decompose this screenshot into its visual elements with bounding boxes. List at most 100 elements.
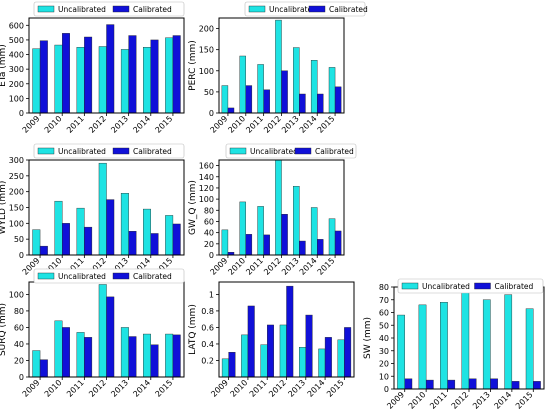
- y-tick-label: 50: [379, 321, 389, 330]
- x-tick-label: 2015: [514, 390, 535, 411]
- legend-frame: [33, 268, 185, 284]
- bar-calibrated-2014: [317, 239, 324, 256]
- y-tick-label: 250: [9, 172, 24, 181]
- bar-calibrated-2011: [84, 226, 93, 256]
- y-tick-label: 50: [14, 235, 24, 244]
- bar-uncalibrated-2014: [143, 208, 151, 256]
- bar-calibrated-2011: [84, 36, 93, 114]
- y-tick-label: 0.2: [201, 356, 214, 365]
- y-tick-label: 140: [199, 173, 214, 182]
- x-tick-label: 2010: [43, 114, 64, 135]
- bar-calibrated-2010: [62, 223, 70, 256]
- bar-uncalibrated-2009: [221, 85, 229, 114]
- y-tick-label: 70: [379, 296, 389, 305]
- legend-label: Uncalibrated: [58, 272, 106, 281]
- legend-swatch: [308, 5, 326, 13]
- legend-label: Uncalibrated: [58, 147, 106, 156]
- y-tick-label: 400: [9, 51, 24, 60]
- bar-uncalibrated-2012: [98, 284, 107, 378]
- bar-calibrated-2011: [447, 379, 456, 390]
- legend-label: Calibrated: [495, 282, 534, 291]
- bar-calibrated-2014: [511, 381, 520, 390]
- x-tick-label: 2011: [248, 378, 269, 399]
- bar-calibrated-2013: [305, 314, 313, 378]
- y-tick-label: 100: [9, 219, 24, 228]
- legend-swatch: [474, 282, 491, 290]
- legend-label: Calibrated: [133, 5, 172, 14]
- bar-calibrated-2009: [228, 352, 236, 378]
- bar-calibrated-2010: [62, 33, 70, 114]
- bar-uncalibrated-2013: [482, 299, 491, 390]
- legend-label: Calibrated: [133, 147, 172, 156]
- y-axis-label: LATQ (mm): [188, 304, 198, 355]
- legend-frame: [225, 143, 357, 159]
- chart-panel-7: 2009 2010 2011 2012 2013 2014 2015010203040506…: [363, 278, 545, 411]
- x-tick-label: 2013: [280, 114, 301, 135]
- x-tick-label: 2011: [65, 114, 86, 135]
- legend-frame: [33, 143, 185, 159]
- bar-calibrated-2014: [317, 93, 324, 114]
- legend-swatch: [37, 5, 55, 13]
- x-tick-label: 2013: [471, 390, 492, 411]
- y-tick-label: 80: [14, 307, 24, 316]
- chart-panel-5: 2009 2010 2011 2012 2013 2014 2015020406080100…: [0, 268, 185, 399]
- y-tick-label: 150: [9, 204, 24, 213]
- bar-calibrated-2015: [344, 327, 352, 378]
- bar-uncalibrated-2009: [397, 314, 405, 390]
- legend-label: Calibrated: [315, 147, 354, 156]
- y-axis-label: WYLD (mm): [0, 181, 8, 235]
- bar-uncalibrated-2009: [221, 229, 229, 256]
- bar-calibrated-2012: [281, 70, 288, 114]
- bar-uncalibrated-2015: [328, 67, 336, 114]
- x-tick-label: 2015: [154, 114, 175, 135]
- bar-calibrated-2010: [245, 85, 253, 114]
- y-tick-label: 40: [204, 229, 214, 238]
- x-tick-label: 2014: [493, 390, 514, 411]
- x-tick-label: 2012: [87, 378, 108, 399]
- bar-calibrated-2011: [84, 337, 93, 378]
- bar-calibrated-2009: [39, 245, 48, 256]
- bar-calibrated-2014: [324, 337, 332, 378]
- x-tick-label: 2012: [262, 256, 283, 277]
- bar-calibrated-2014: [150, 233, 159, 256]
- legend: Uncalibrated Calibrated: [225, 143, 357, 159]
- y-tick-label: 120: [199, 184, 214, 193]
- bar-calibrated-2015: [172, 35, 181, 114]
- bar-calibrated-2011: [263, 89, 270, 114]
- x-tick-label: 2010: [43, 378, 64, 399]
- bar-calibrated-2010: [247, 305, 255, 378]
- legend-label: Uncalibrated: [58, 5, 106, 14]
- y-tick-label: 60: [14, 323, 24, 332]
- x-tick-label: 2015: [325, 378, 346, 399]
- legend-swatch: [37, 272, 55, 280]
- bar-calibrated-2015: [533, 381, 541, 390]
- x-tick-label: 2010: [407, 390, 428, 411]
- bar-calibrated-2009: [227, 107, 235, 114]
- x-tick-label: 2011: [428, 390, 449, 411]
- y-tick-label: 0: [209, 251, 214, 260]
- bar-uncalibrated-2015: [337, 339, 345, 378]
- y-tick-label: 30: [379, 347, 389, 356]
- x-tick-label: 2013: [280, 256, 301, 277]
- y-tick-label: 20: [204, 240, 214, 249]
- y-tick-label: 20: [14, 356, 24, 365]
- y-tick-label: 40: [379, 334, 389, 343]
- x-tick-label: 2012: [267, 378, 288, 399]
- bar-calibrated-2012: [106, 296, 115, 378]
- bar-uncalibrated-2014: [318, 348, 326, 378]
- bar-uncalibrated-2011: [76, 332, 85, 378]
- y-tick-label: 50: [204, 88, 214, 97]
- bar-calibrated-2013: [128, 35, 137, 114]
- y-tick-label: 300: [9, 156, 24, 165]
- y-tick-label: 0: [19, 373, 24, 382]
- bar-calibrated-2009: [404, 378, 413, 390]
- bar-uncalibrated-2009: [32, 229, 41, 256]
- bar-uncalibrated-2010: [239, 201, 246, 256]
- bar-calibrated-2015: [334, 230, 342, 256]
- x-tick-label: 2014: [131, 114, 152, 135]
- legend-swatch: [229, 147, 247, 155]
- legend-swatch: [112, 147, 130, 155]
- bar-calibrated-2012: [281, 214, 288, 256]
- bar-calibrated-2014: [150, 344, 159, 378]
